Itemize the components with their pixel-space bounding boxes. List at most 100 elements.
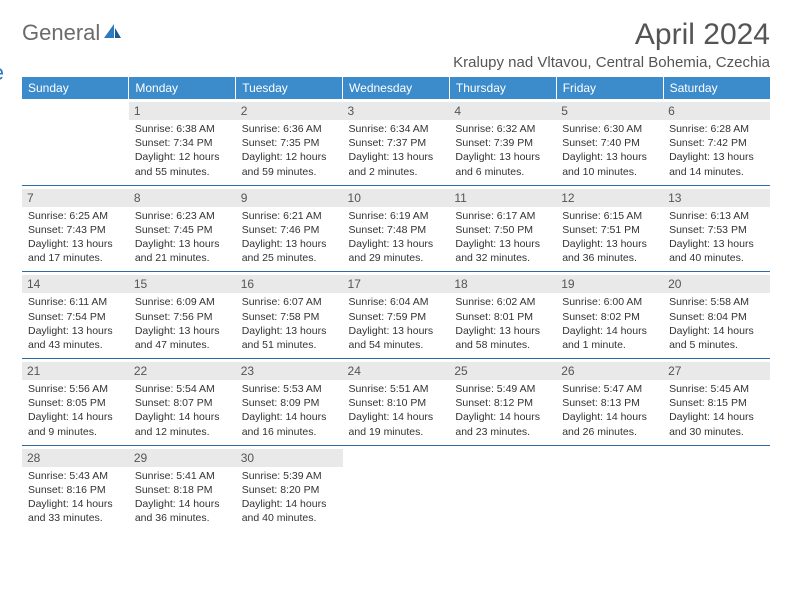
calendar-day-cell: 10Sunrise: 6:19 AMSunset: 7:48 PMDayligh… (343, 185, 450, 272)
sunrise-text: Sunrise: 6:19 AM (349, 209, 444, 223)
header: General Blue April 2024 Kralupy nad Vlta… (22, 18, 770, 71)
day-number: 22 (129, 362, 236, 380)
sunset-text: Sunset: 7:43 PM (28, 223, 123, 237)
sunset-text: Sunset: 8:07 PM (135, 396, 230, 410)
day-info: Sunrise: 6:32 AMSunset: 7:39 PMDaylight:… (455, 122, 550, 179)
sunset-text: Sunset: 8:01 PM (455, 310, 550, 324)
month-title: April 2024 (453, 18, 770, 52)
day-info: Sunrise: 6:00 AMSunset: 8:02 PMDaylight:… (562, 295, 657, 352)
day-number: 12 (556, 189, 663, 207)
sunset-text: Sunset: 7:35 PM (242, 136, 337, 150)
calendar-day-cell: 28Sunrise: 5:43 AMSunset: 8:16 PMDayligh… (22, 445, 129, 531)
day-number: 30 (236, 449, 343, 467)
daylight-text: Daylight: 14 hours and 5 minutes. (669, 324, 764, 352)
sunrise-text: Sunrise: 6:11 AM (28, 295, 123, 309)
calendar-day-cell: 6Sunrise: 6:28 AMSunset: 7:42 PMDaylight… (663, 99, 770, 185)
calendar-day-cell: 7Sunrise: 6:25 AMSunset: 7:43 PMDaylight… (22, 185, 129, 272)
sunset-text: Sunset: 7:51 PM (562, 223, 657, 237)
daylight-text: Daylight: 13 hours and 17 minutes. (28, 237, 123, 265)
sunrise-text: Sunrise: 5:58 AM (669, 295, 764, 309)
day-info: Sunrise: 5:43 AMSunset: 8:16 PMDaylight:… (28, 469, 123, 526)
day-number: 29 (129, 449, 236, 467)
calendar-day-cell: 13Sunrise: 6:13 AMSunset: 7:53 PMDayligh… (663, 185, 770, 272)
sunrise-text: Sunrise: 5:56 AM (28, 382, 123, 396)
sunrise-text: Sunrise: 5:39 AM (242, 469, 337, 483)
sunrise-text: Sunrise: 6:25 AM (28, 209, 123, 223)
day-number: 26 (556, 362, 663, 380)
sunset-text: Sunset: 7:56 PM (135, 310, 230, 324)
sunrise-text: Sunrise: 5:47 AM (562, 382, 657, 396)
logo-sail-icon (102, 22, 122, 44)
calendar-day-cell: 25Sunrise: 5:49 AMSunset: 8:12 PMDayligh… (449, 359, 556, 446)
day-number: 18 (449, 275, 556, 293)
daylight-text: Daylight: 14 hours and 33 minutes. (28, 497, 123, 525)
daylight-text: Daylight: 13 hours and 25 minutes. (242, 237, 337, 265)
calendar-day-cell: 16Sunrise: 6:07 AMSunset: 7:58 PMDayligh… (236, 272, 343, 359)
day-number: 2 (236, 102, 343, 120)
calendar-empty-cell (343, 445, 450, 531)
day-number: 23 (236, 362, 343, 380)
daylight-text: Daylight: 13 hours and 43 minutes. (28, 324, 123, 352)
day-info: Sunrise: 6:34 AMSunset: 7:37 PMDaylight:… (349, 122, 444, 179)
weekday-header: Thursday (449, 77, 556, 99)
day-number: 20 (663, 275, 770, 293)
sunset-text: Sunset: 7:53 PM (669, 223, 764, 237)
sunrise-text: Sunrise: 6:38 AM (135, 122, 230, 136)
sunrise-text: Sunrise: 6:36 AM (242, 122, 337, 136)
day-number: 5 (556, 102, 663, 120)
sunrise-text: Sunrise: 5:54 AM (135, 382, 230, 396)
calendar-day-cell: 18 Sunrise: 6:02 AMSunset: 8:01 PMDayligh… (449, 272, 556, 359)
calendar-empty-cell (449, 445, 556, 531)
calendar-body: 1Sunrise: 6:38 AMSunset: 7:34 PMDaylight… (22, 99, 770, 531)
daylight-text: Daylight: 14 hours and 40 minutes. (242, 497, 337, 525)
daylight-text: Daylight: 13 hours and 14 minutes. (669, 150, 764, 178)
day-info: Sunrise: 6:30 AMSunset: 7:40 PMDaylight:… (562, 122, 657, 179)
sunrise-text: Sunrise: 6:15 AM (562, 209, 657, 223)
day-number: 19 (556, 275, 663, 293)
logo-text-general: General (22, 22, 122, 44)
daylight-text: Daylight: 13 hours and 2 minutes. (349, 150, 444, 178)
day-info: Sunrise: 6:11 AMSunset: 7:54 PMDaylight:… (28, 295, 123, 352)
weekday-header: Wednesday (343, 77, 450, 99)
sunrise-text: Sunrise: 5:41 AM (135, 469, 230, 483)
day-info: Sunrise: 6:15 AMSunset: 7:51 PMDaylight:… (562, 209, 657, 266)
logo-part1: General (22, 20, 100, 45)
day-info: Sunrise: 6:07 AMSunset: 7:58 PMDaylight:… (242, 295, 337, 352)
sunset-text: Sunset: 7:42 PM (669, 136, 764, 150)
calendar-day-cell: 2Sunrise: 6:36 AMSunset: 7:35 PMDaylight… (236, 99, 343, 185)
weekday-header-row: SundayMondayTuesdayWednesdayThursdayFrid… (22, 77, 770, 99)
sunset-text: Sunset: 8:18 PM (135, 483, 230, 497)
day-info: Sunrise: 5:53 AMSunset: 8:09 PMDaylight:… (242, 382, 337, 439)
calendar-day-cell: 21Sunrise: 5:56 AMSunset: 8:05 PMDayligh… (22, 359, 129, 446)
calendar-day-cell: 9Sunrise: 6:21 AMSunset: 7:46 PMDaylight… (236, 185, 343, 272)
daylight-text: Daylight: 14 hours and 12 minutes. (135, 410, 230, 438)
day-number: 14 (22, 275, 129, 293)
weekday-header: Monday (129, 77, 236, 99)
daylight-text: Daylight: 13 hours and 54 minutes. (349, 324, 444, 352)
day-info: Sunrise: 5:45 AMSunset: 8:15 PMDaylight:… (669, 382, 764, 439)
sunset-text: Sunset: 7:58 PM (242, 310, 337, 324)
calendar-day-cell: 29Sunrise: 5:41 AMSunset: 8:18 PMDayligh… (129, 445, 236, 531)
day-info: Sunrise: 5:58 AMSunset: 8:04 PMDaylight:… (669, 295, 764, 352)
daylight-text: Daylight: 14 hours and 1 minute. (562, 324, 657, 352)
sunset-text: Sunset: 8:20 PM (242, 483, 337, 497)
calendar-day-cell: 17Sunrise: 6:04 AMSunset: 7:59 PMDayligh… (343, 272, 450, 359)
calendar-day-cell: 11Sunrise: 6:17 AMSunset: 7:50 PMDayligh… (449, 185, 556, 272)
day-info: Sunrise: 6:02 AMSunset: 8:01 PMDaylight:… (455, 295, 550, 352)
sunset-text: Sunset: 7:45 PM (135, 223, 230, 237)
calendar-day-cell: 8Sunrise: 6:23 AMSunset: 7:45 PMDaylight… (129, 185, 236, 272)
sunset-text: Sunset: 7:54 PM (28, 310, 123, 324)
day-info: Sunrise: 5:56 AMSunset: 8:05 PMDaylight:… (28, 382, 123, 439)
day-info: Sunrise: 6:21 AMSunset: 7:46 PMDaylight:… (242, 209, 337, 266)
day-number: 27 (663, 362, 770, 380)
day-number: 17 (343, 275, 450, 293)
sunset-text: Sunset: 7:46 PM (242, 223, 337, 237)
calendar-day-cell: 12 Sunrise: 6:15 AMSunset: 7:51 PMDayligh… (556, 185, 663, 272)
calendar-day-cell: 5 Sunrise: 6:30 AMSunset: 7:40 PMDaylight… (556, 99, 663, 185)
sunrise-text: Sunrise: 5:53 AM (242, 382, 337, 396)
daylight-text: Daylight: 13 hours and 21 minutes. (135, 237, 230, 265)
day-info: Sunrise: 5:51 AMSunset: 8:10 PMDaylight:… (349, 382, 444, 439)
day-info: Sunrise: 5:47 AMSunset: 8:13 PMDaylight:… (562, 382, 657, 439)
daylight-text: Daylight: 13 hours and 32 minutes. (455, 237, 550, 265)
day-info: Sunrise: 6:38 AMSunset: 7:34 PMDaylight:… (135, 122, 230, 179)
